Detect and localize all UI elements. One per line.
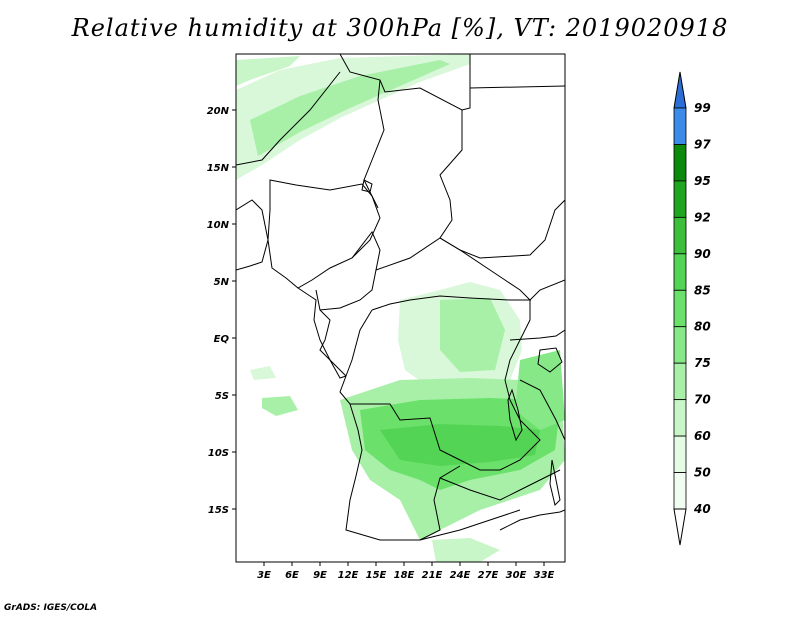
lon-label-21e: 21E xyxy=(422,570,443,581)
border-nigeria xyxy=(267,179,381,289)
lat-label-20n: 20N xyxy=(207,106,230,117)
lon-label-27e: 27E xyxy=(478,570,499,581)
lon-label-15e: 15E xyxy=(366,570,387,581)
colorbar-label-95: 95 xyxy=(694,174,711,188)
border-southeast xyxy=(499,509,565,531)
border-cameroon xyxy=(315,231,381,311)
chart-title: Relative humidity at 300hPa [%], VT: 201… xyxy=(71,14,729,42)
border-angola xyxy=(345,403,461,541)
lat-label-15n: 15N xyxy=(207,163,230,174)
lon-axis: 3E 6E 9E 12E 15E 18E 21E 24E 27E 30E 33E xyxy=(257,562,555,581)
border-zambia-south xyxy=(419,509,521,541)
colorbar-band-60 xyxy=(673,399,687,437)
lon-label-12e: 12E xyxy=(338,570,359,581)
lat-label-5n: 5N xyxy=(214,277,230,288)
humidity-south-dense xyxy=(380,424,540,466)
lat-label-10s: 10S xyxy=(208,448,229,459)
colorbar-label-75: 75 xyxy=(694,356,711,370)
lon-label-6e: 6E xyxy=(285,570,299,581)
colorbar-band-75 xyxy=(673,326,687,364)
lake-chad xyxy=(361,179,373,193)
colorbar-band-50 xyxy=(673,435,687,473)
border-tanzania xyxy=(519,379,565,441)
lat-label-5s: 5S xyxy=(215,391,229,402)
border-west-coast xyxy=(236,199,269,271)
colorbar-label-80: 80 xyxy=(694,320,711,334)
colorbar-label-85: 85 xyxy=(694,283,711,297)
border-mali-niger xyxy=(236,71,341,166)
border-chad-sudan xyxy=(439,110,565,259)
lon-label-18e: 18E xyxy=(394,570,415,581)
lon-label-33e: 33E xyxy=(534,570,555,581)
humidity-band-northwest-core xyxy=(250,60,450,156)
colorbar-band-92 xyxy=(673,180,687,218)
humidity-band-west xyxy=(236,56,300,86)
colorbar-label-50: 50 xyxy=(694,466,711,480)
colorbar-labels: 99 97 95 92 90 85 80 75 70 60 50 40 xyxy=(693,101,711,516)
colorbar-label-97: 97 xyxy=(694,137,711,151)
lake-tanganyika xyxy=(507,388,523,442)
lake-victoria xyxy=(537,347,563,373)
colorbar-band-97 xyxy=(673,107,687,145)
border-zambia xyxy=(439,469,561,501)
lon-label-9e: 9E xyxy=(313,570,327,581)
border-uganda xyxy=(509,329,565,341)
border-sudan xyxy=(469,85,565,89)
colorbar-segments xyxy=(673,107,687,510)
colorbar-cap-bottom xyxy=(673,508,687,546)
humidity-central-mid xyxy=(440,298,505,372)
colorbar-label-92: 92 xyxy=(694,210,711,224)
credit-text: GrADS: IGES/COLA xyxy=(4,603,98,613)
humidity-band-northwest xyxy=(236,54,470,180)
humidity-field xyxy=(236,54,565,562)
border-drc xyxy=(339,300,541,471)
humidity-south-tail xyxy=(432,538,500,562)
lake-malawi xyxy=(549,459,561,506)
colorbar-band-40 xyxy=(673,472,687,510)
coastline-west xyxy=(297,287,347,379)
lon-label-30e: 30E xyxy=(506,570,527,581)
colorbar-label-40: 40 xyxy=(693,502,711,516)
plot-frame xyxy=(235,53,566,563)
border-east-africa xyxy=(529,279,565,301)
humidity-southwest-patch xyxy=(262,396,298,416)
lat-label-15s: 15S xyxy=(208,505,229,516)
lat-axis: 20N 15N 10N 5N EQ 5S 10S 15S xyxy=(207,106,236,516)
humidity-west-patch xyxy=(250,366,276,380)
colorbar-label-99: 99 xyxy=(694,101,711,115)
lat-label-eq: EQ xyxy=(214,334,230,345)
country-borders xyxy=(236,54,565,541)
colorbar-label-60: 60 xyxy=(694,429,711,443)
lat-label-10n: 10N xyxy=(207,220,230,231)
colorbar-band-80 xyxy=(673,289,687,328)
lon-label-24e: 24E xyxy=(450,570,471,581)
colorbar-label-70: 70 xyxy=(694,393,711,407)
colorbar-band-95 xyxy=(673,144,687,182)
colorbar: 99 97 95 92 90 85 80 75 70 60 50 40 xyxy=(673,71,711,546)
colorbar-band-70 xyxy=(673,362,687,401)
lon-label-3e: 3E xyxy=(257,570,271,581)
colorbar-cap-top xyxy=(673,71,687,109)
colorbar-band-90 xyxy=(673,216,687,255)
colorbar-band-85 xyxy=(673,253,687,291)
colorbar-label-90: 90 xyxy=(694,247,711,261)
border-north xyxy=(339,54,471,111)
